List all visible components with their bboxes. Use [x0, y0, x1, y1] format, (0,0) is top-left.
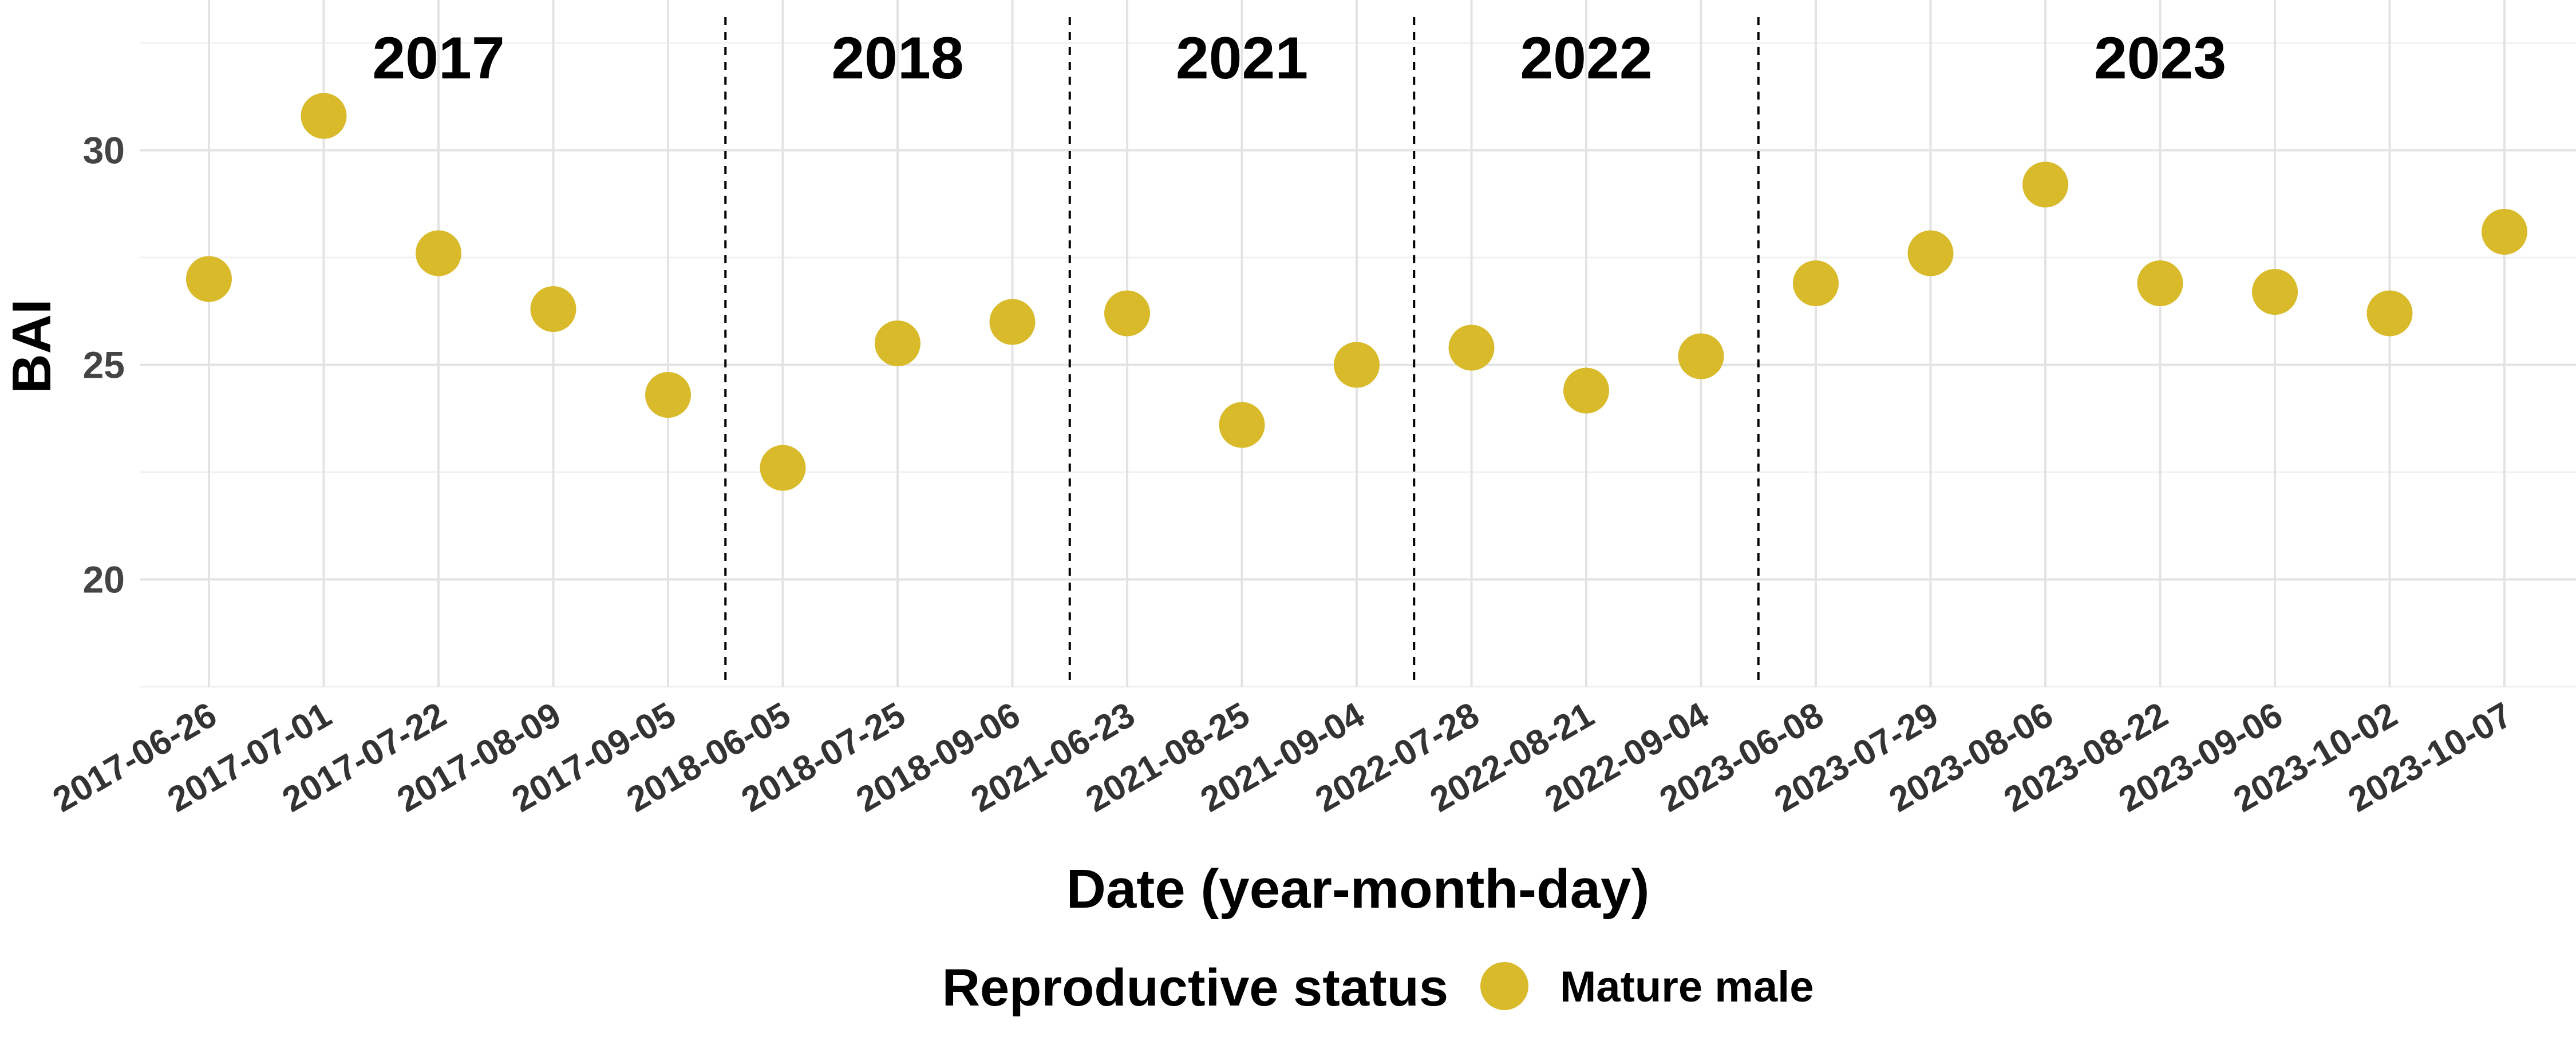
data-point-2017-06-26: [186, 256, 232, 302]
legend-title: Reproductive status: [942, 959, 1448, 1017]
data-point-2021-09-04: [1334, 342, 1380, 388]
data-point-2017-08-09: [530, 286, 576, 332]
facet-label-2021: 2021: [1176, 25, 1308, 92]
facet-label-2022: 2022: [1520, 25, 1652, 92]
x-axis-title: Date (year-month-day): [1066, 858, 1650, 920]
data-point-2023-10-02: [2366, 290, 2413, 337]
y-tick-label-30: 30: [83, 129, 125, 172]
data-point-2023-09-06: [2252, 269, 2298, 315]
legend-swatch-mature-male: [1480, 962, 1528, 1010]
data-point-2022-08-21: [1563, 367, 1609, 414]
data-point-2023-08-06: [2022, 161, 2068, 208]
data-point-2018-09-06: [989, 299, 1036, 345]
legend: Reproductive status Mature male: [942, 959, 1814, 1017]
data-point-2023-08-22: [2137, 260, 2183, 306]
facet-label-2018: 2018: [831, 25, 963, 92]
data-point-2021-08-25: [1219, 402, 1265, 448]
data-points: [186, 93, 2527, 491]
data-point-2017-07-22: [416, 230, 461, 276]
y-tick-label-20: 20: [83, 559, 125, 601]
data-point-2017-07-01: [301, 93, 347, 139]
data-point-2021-06-23: [1104, 290, 1150, 337]
y-tick-label-25: 25: [83, 344, 125, 386]
data-point-2023-07-29: [1907, 230, 1954, 276]
facet-separators: [724, 17, 1760, 687]
y-axis-ticks: 20 25 30: [83, 129, 125, 601]
facet-label-2023: 2023: [2094, 25, 2226, 92]
x-axis-ticks: 2017-06-262017-07-012017-07-222017-08-09…: [46, 695, 2519, 820]
data-point-2022-09-04: [1678, 333, 1724, 379]
data-point-2018-06-05: [760, 445, 806, 491]
legend-label-mature-male: Mature male: [1560, 963, 1814, 1011]
facet-label-2017: 2017: [372, 25, 504, 92]
data-point-2023-06-08: [1793, 260, 1839, 306]
data-point-2022-07-28: [1448, 324, 1495, 371]
data-point-2018-07-25: [875, 320, 920, 366]
data-point-2023-10-07: [2482, 209, 2527, 255]
y-axis-title: BAI: [1, 299, 62, 393]
data-point-2017-09-05: [645, 372, 691, 418]
facet-labels: 2017 2018 2021 2022 2023: [372, 25, 2226, 92]
